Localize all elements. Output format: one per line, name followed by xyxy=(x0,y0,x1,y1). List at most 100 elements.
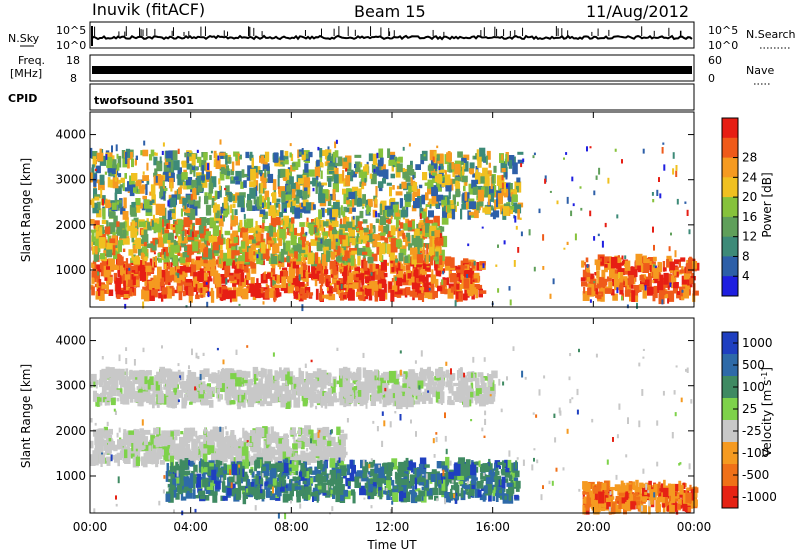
heatmap-cell xyxy=(273,290,276,303)
heatmap-cell xyxy=(358,237,361,244)
heatmap-cell xyxy=(268,288,275,298)
heatmap-cell xyxy=(359,485,366,496)
heatmap-cell xyxy=(460,169,463,178)
heatmap-cell xyxy=(117,173,122,178)
heatmap-cell xyxy=(392,204,399,213)
heatmap-cell xyxy=(109,211,116,218)
heatmap-cell xyxy=(322,294,329,299)
heatmap-cell xyxy=(90,440,94,449)
heatmap-cell xyxy=(602,282,607,289)
heatmap-cell xyxy=(379,279,387,286)
heatmap-cell xyxy=(168,491,174,503)
heatmap-cell xyxy=(511,201,514,206)
heatmap-cell xyxy=(460,161,465,165)
heatmap-cell xyxy=(261,176,267,189)
heatmap-cell xyxy=(179,257,186,264)
power-cells xyxy=(90,139,700,312)
power-colorbar-label: Power [dB] xyxy=(760,172,774,237)
heatmap-cell xyxy=(305,271,311,277)
heatmap-cell xyxy=(184,152,188,158)
heatmap-cell xyxy=(107,177,111,188)
heatmap-cell xyxy=(418,490,426,497)
heatmap-cell xyxy=(303,257,306,264)
heatmap-cell xyxy=(240,181,244,189)
heatmap-cell xyxy=(372,153,378,165)
heatmap-cell xyxy=(115,277,122,285)
heatmap-cell xyxy=(154,439,161,446)
heatmap-cell xyxy=(151,220,154,227)
heatmap-cell xyxy=(205,260,211,271)
heatmap-cell xyxy=(461,203,468,210)
heatmap-cell xyxy=(626,285,631,292)
heatmap-cell xyxy=(141,246,148,255)
heatmap-cell xyxy=(182,197,187,208)
heatmap-cell xyxy=(199,495,206,500)
heatmap-cell xyxy=(329,458,336,468)
heatmap-cell xyxy=(407,482,412,489)
heatmap-cell xyxy=(439,255,443,265)
heatmap-cell xyxy=(389,186,392,197)
heatmap-cell xyxy=(419,228,424,236)
heatmap-cell xyxy=(239,219,243,229)
heatmap-cell xyxy=(321,467,326,472)
heatmap-cell xyxy=(563,247,566,250)
heatmap-cell xyxy=(193,483,196,489)
heatmap-cell xyxy=(254,252,258,256)
heatmap-cell xyxy=(358,188,362,200)
heatmap-cell xyxy=(115,144,118,152)
heatmap-cell xyxy=(113,458,118,463)
heatmap-cell xyxy=(266,487,271,498)
heatmap-cell xyxy=(158,258,163,263)
heatmap-cell xyxy=(340,289,344,295)
heatmap-cell xyxy=(350,169,354,176)
heatmap-cell xyxy=(445,456,450,469)
heatmap-cell xyxy=(258,248,265,261)
heatmap-cell xyxy=(436,153,444,164)
heatmap-cell xyxy=(414,263,417,268)
heatmap-cell xyxy=(337,245,341,256)
heatmap-cell xyxy=(231,483,236,494)
heatmap-cell xyxy=(409,279,412,284)
heatmap-cell xyxy=(352,195,358,206)
heatmap-cell xyxy=(93,180,97,187)
heatmap-cell xyxy=(418,463,424,471)
heatmap-cell xyxy=(153,427,159,435)
heatmap-cell xyxy=(230,241,232,244)
heatmap-cell xyxy=(397,227,400,238)
heatmap-cell xyxy=(291,460,299,471)
heatmap-cell xyxy=(441,461,446,468)
heatmap-cell xyxy=(200,257,205,267)
heatmap-cell xyxy=(278,438,284,444)
heatmap-cell xyxy=(132,201,136,208)
heatmap-cell xyxy=(152,237,156,246)
heatmap-cell xyxy=(191,179,198,188)
heatmap-cell xyxy=(191,153,196,166)
heatmap-cell xyxy=(281,201,287,213)
heatmap-cell xyxy=(512,156,516,166)
heatmap-cell xyxy=(128,151,133,160)
heatmap-cell xyxy=(435,251,439,262)
heatmap-cell xyxy=(106,260,110,265)
heatmap-cell xyxy=(374,290,379,302)
heatmap-cell xyxy=(248,248,253,259)
heatmap-cell xyxy=(374,485,378,489)
heatmap-cell xyxy=(117,266,123,277)
heatmap-cell xyxy=(426,488,433,496)
heatmap-cell xyxy=(125,152,128,164)
noise-left-tick-top: 10^5 xyxy=(56,24,86,37)
heatmap-cell xyxy=(341,433,348,440)
heatmap-cell xyxy=(258,293,266,298)
heatmap-cell xyxy=(517,247,520,253)
heatmap-cell xyxy=(310,470,317,475)
heatmap-cell xyxy=(111,202,117,210)
heatmap-cell xyxy=(207,291,210,298)
heatmap-cell xyxy=(425,192,429,201)
heatmap-cell xyxy=(388,159,395,166)
heatmap-cell xyxy=(169,208,176,214)
heatmap-cell xyxy=(211,469,217,480)
heatmap-cell xyxy=(238,246,243,254)
heatmap-cell xyxy=(196,291,199,298)
heatmap-cell xyxy=(251,239,256,246)
heatmap-cell xyxy=(589,210,592,217)
heatmap-cell xyxy=(297,149,300,159)
